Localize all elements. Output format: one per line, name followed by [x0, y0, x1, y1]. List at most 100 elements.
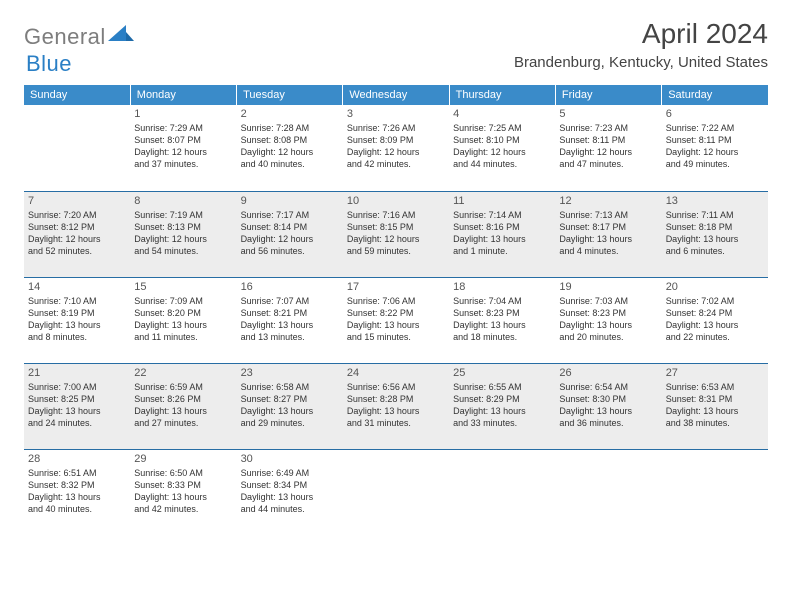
calendar-day-cell: 12 Sunrise: 7:13 AMSunset: 8:17 PMDayligh…	[555, 191, 661, 277]
daylight-text: and 42 minutes.	[347, 158, 445, 170]
calendar-week-row: 21Sunrise: 7:00 AMSunset: 8:25 PMDayligh…	[24, 363, 768, 449]
daylight-text: and 59 minutes.	[347, 245, 445, 257]
daylight-text: Daylight: 13 hours	[134, 405, 232, 417]
calendar-day-cell: 6Sunrise: 7:22 AMSunset: 8:11 PMDaylight…	[662, 105, 768, 191]
logo: General	[24, 24, 134, 50]
sunset-text: Sunset: 8:29 PM	[453, 393, 551, 405]
calendar-week-row: 7Sunrise: 7:20 AMSunset: 8:12 PMDaylight…	[24, 191, 768, 277]
day-number: 21	[28, 367, 126, 379]
calendar-day-cell: 4Sunrise: 7:25 AMSunset: 8:10 PMDaylight…	[449, 105, 555, 191]
sunrise-text: Sunrise: 7:13 AM	[559, 209, 657, 221]
calendar-day-cell: 26Sunrise: 6:54 AMSunset: 8:30 PMDayligh…	[555, 363, 661, 449]
day-number: 9	[241, 195, 339, 207]
daylight-text: Daylight: 12 hours	[241, 233, 339, 245]
calendar-week-row: 14Sunrise: 7:10 AMSunset: 8:19 PMDayligh…	[24, 277, 768, 363]
calendar-day-cell	[24, 105, 130, 191]
daylight-text: and 33 minutes.	[453, 417, 551, 429]
daylight-text: Daylight: 13 hours	[666, 319, 764, 331]
day-number: 5	[559, 108, 657, 120]
daylight-text: Daylight: 13 hours	[134, 491, 232, 503]
location: Brandenburg, Kentucky, United States	[514, 54, 768, 71]
day-number: 26	[559, 367, 657, 379]
sunrise-text: Sunrise: 7:04 AM	[453, 295, 551, 307]
daylight-text: Daylight: 13 hours	[666, 233, 764, 245]
day-number: 12	[559, 195, 657, 207]
daylight-text: and 29 minutes.	[241, 417, 339, 429]
daylight-text: Daylight: 13 hours	[347, 319, 445, 331]
sunset-text: Sunset: 8:20 PM	[134, 307, 232, 319]
daylight-text: and 1 minute.	[453, 245, 551, 257]
weekday-header: Wednesday	[343, 85, 449, 105]
sunrise-text: Sunrise: 7:06 AM	[347, 295, 445, 307]
day-number: 4	[453, 108, 551, 120]
daylight-text: and 11 minutes.	[134, 331, 232, 343]
calendar-week-row: 28Sunrise: 6:51 AMSunset: 8:32 PMDayligh…	[24, 449, 768, 529]
calendar-day-cell	[343, 449, 449, 529]
sunset-text: Sunset: 8:19 PM	[28, 307, 126, 319]
day-number: 2	[241, 108, 339, 120]
calendar-day-cell: 18Sunrise: 7:04 AMSunset: 8:23 PMDayligh…	[449, 277, 555, 363]
day-number: 28	[28, 453, 126, 465]
day-number: 29	[134, 453, 232, 465]
sunrise-text: Sunrise: 6:56 AM	[347, 381, 445, 393]
sunrise-text: Sunrise: 6:51 AM	[28, 467, 126, 479]
calendar-day-cell: 8Sunrise: 7:19 AMSunset: 8:13 PMDaylight…	[130, 191, 236, 277]
sunset-text: Sunset: 8:10 PM	[453, 134, 551, 146]
daylight-text: Daylight: 13 hours	[453, 405, 551, 417]
weekday-header: Sunday	[24, 85, 130, 105]
day-number: 30	[241, 453, 339, 465]
sunset-text: Sunset: 8:12 PM	[28, 221, 126, 233]
weekday-header: Tuesday	[237, 85, 343, 105]
sunset-text: Sunset: 8:17 PM	[559, 221, 657, 233]
weekday-header: Saturday	[662, 85, 768, 105]
daylight-text: Daylight: 12 hours	[28, 233, 126, 245]
calendar-day-cell: 9Sunrise: 7:17 AMSunset: 8:14 PMDaylight…	[237, 191, 343, 277]
daylight-text: and 15 minutes.	[347, 331, 445, 343]
day-number: 1	[134, 108, 232, 120]
daylight-text: and 22 minutes.	[666, 331, 764, 343]
daylight-text: and 8 minutes.	[28, 331, 126, 343]
daylight-text: and 47 minutes.	[559, 158, 657, 170]
daylight-text: Daylight: 13 hours	[453, 319, 551, 331]
day-number: 13	[666, 195, 764, 207]
weekday-header: Friday	[555, 85, 661, 105]
calendar-day-cell: 19Sunrise: 7:03 AMSunset: 8:23 PMDayligh…	[555, 277, 661, 363]
daylight-text: Daylight: 12 hours	[134, 233, 232, 245]
sunset-text: Sunset: 8:11 PM	[666, 134, 764, 146]
day-number: 24	[347, 367, 445, 379]
sunset-text: Sunset: 8:22 PM	[347, 307, 445, 319]
calendar-day-cell: 27Sunrise: 6:53 AMSunset: 8:31 PMDayligh…	[662, 363, 768, 449]
sunrise-text: Sunrise: 7:20 AM	[28, 209, 126, 221]
daylight-text: Daylight: 12 hours	[134, 146, 232, 158]
sunset-text: Sunset: 8:27 PM	[241, 393, 339, 405]
daylight-text: and 38 minutes.	[666, 417, 764, 429]
daylight-text: Daylight: 12 hours	[347, 233, 445, 245]
daylight-text: and 44 minutes.	[453, 158, 551, 170]
daylight-text: and 49 minutes.	[666, 158, 764, 170]
daylight-text: and 42 minutes.	[134, 503, 232, 515]
daylight-text: Daylight: 13 hours	[559, 233, 657, 245]
day-number: 8	[134, 195, 232, 207]
sunrise-text: Sunrise: 7:10 AM	[28, 295, 126, 307]
daylight-text: and 24 minutes.	[28, 417, 126, 429]
sunrise-text: Sunrise: 7:03 AM	[559, 295, 657, 307]
day-number: 7	[28, 195, 126, 207]
daylight-text: Daylight: 13 hours	[28, 319, 126, 331]
daylight-text: Daylight: 13 hours	[559, 405, 657, 417]
sunrise-text: Sunrise: 7:28 AM	[241, 122, 339, 134]
day-number: 20	[666, 281, 764, 293]
sunrise-text: Sunrise: 6:49 AM	[241, 467, 339, 479]
daylight-text: Daylight: 13 hours	[28, 405, 126, 417]
day-number: 17	[347, 281, 445, 293]
logo-triangle-icon	[108, 23, 134, 48]
daylight-text: and 37 minutes.	[134, 158, 232, 170]
sunrise-text: Sunrise: 7:00 AM	[28, 381, 126, 393]
sunset-text: Sunset: 8:09 PM	[347, 134, 445, 146]
sunset-text: Sunset: 8:23 PM	[559, 307, 657, 319]
sunset-text: Sunset: 8:30 PM	[559, 393, 657, 405]
day-number: 6	[666, 108, 764, 120]
daylight-text: and 13 minutes.	[241, 331, 339, 343]
day-number: 23	[241, 367, 339, 379]
calendar-day-cell: 14Sunrise: 7:10 AMSunset: 8:19 PMDayligh…	[24, 277, 130, 363]
calendar-day-cell: 21Sunrise: 7:00 AMSunset: 8:25 PMDayligh…	[24, 363, 130, 449]
